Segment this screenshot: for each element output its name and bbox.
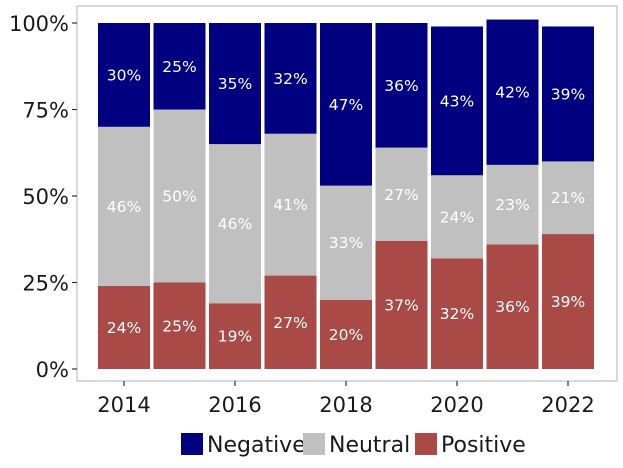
data-label-neutral-2018: 33% [329,234,363,252]
bar-negative-2021 [486,19,539,165]
data-label-negative-2014: 30% [107,66,141,84]
bar-neutral-2017 [264,133,317,276]
data-label-negative-2015: 25% [162,58,196,76]
bar-negative-2022 [542,26,594,162]
x-tick-label: 2014 [97,393,150,417]
data-label-positive-2014: 24% [107,319,141,337]
data-label-neutral-2022: 21% [551,189,585,207]
y-tick-label: 75% [22,99,69,123]
bar-positive-2021 [486,244,539,369]
data-label-positive-2015: 25% [162,317,196,335]
data-label-positive-2018: 20% [329,326,363,344]
bar-positive-2019 [375,240,428,369]
bar-negative-2018 [320,23,372,186]
y-tick-label: 25% [22,272,69,296]
data-label-neutral-2020: 24% [440,208,474,226]
bar-positive-2015 [153,282,206,369]
y-tick-label: 100% [9,12,69,36]
bar-positive-2016 [209,303,261,369]
data-label-neutral-2014: 46% [107,198,141,216]
bar-neutral-2022 [542,161,594,235]
data-label-neutral-2019: 27% [384,186,418,204]
data-label-positive-2019: 37% [384,296,418,314]
bar-positive-2018 [320,299,372,369]
bar-neutral-2014 [98,126,150,286]
data-label-positive-2020: 32% [440,305,474,323]
data-label-positive-2022: 39% [551,293,585,311]
data-label-negative-2018: 47% [329,96,363,114]
bar-negative-2014 [98,23,150,127]
data-label-negative-2019: 36% [384,77,418,95]
y-tick-label: 50% [22,185,69,209]
plot-panel-border [76,5,618,382]
bar-neutral-2015 [153,109,206,283]
legend-label-negative: Negative [207,433,306,458]
bar-neutral-2019 [375,147,428,241]
data-label-positive-2021: 36% [495,298,529,316]
x-tick-label: 2018 [319,393,372,417]
data-label-negative-2016: 35% [218,75,252,93]
data-label-neutral-2015: 50% [162,188,196,206]
data-label-neutral-2016: 46% [218,215,252,233]
bar-negative-2016 [209,23,261,145]
bar-negative-2015 [153,23,206,110]
data-label-negative-2017: 32% [273,70,307,88]
legend-swatch-neutral [303,433,325,455]
x-tick-label: 2020 [430,393,483,417]
legend-swatch-positive [415,433,437,455]
data-label-negative-2020: 43% [440,92,474,110]
legend-label-neutral: Neutral [329,433,410,458]
legend-swatch-negative [181,433,203,455]
x-tick-label: 2016 [208,393,261,417]
bar-neutral-2020 [431,175,483,259]
bar-negative-2019 [375,23,428,148]
bar-positive-2022 [542,234,594,369]
bar-negative-2020 [431,26,483,176]
legend-label-positive: Positive [441,433,526,458]
bar-neutral-2021 [486,164,539,245]
bar-negative-2017 [264,23,317,134]
data-label-neutral-2017: 41% [273,196,307,214]
bar-positive-2014 [98,285,150,369]
data-label-negative-2021: 42% [495,84,529,102]
data-label-negative-2022: 39% [551,85,585,103]
bar-neutral-2018 [320,185,372,300]
x-tick-label: 2022 [541,393,594,417]
bar-positive-2017 [264,275,317,369]
bar-neutral-2016 [209,144,261,304]
data-label-neutral-2021: 23% [495,196,529,214]
y-tick-label: 0% [36,358,69,382]
data-label-positive-2016: 19% [218,328,252,346]
bar-positive-2020 [431,258,483,369]
data-label-positive-2017: 27% [273,314,307,332]
